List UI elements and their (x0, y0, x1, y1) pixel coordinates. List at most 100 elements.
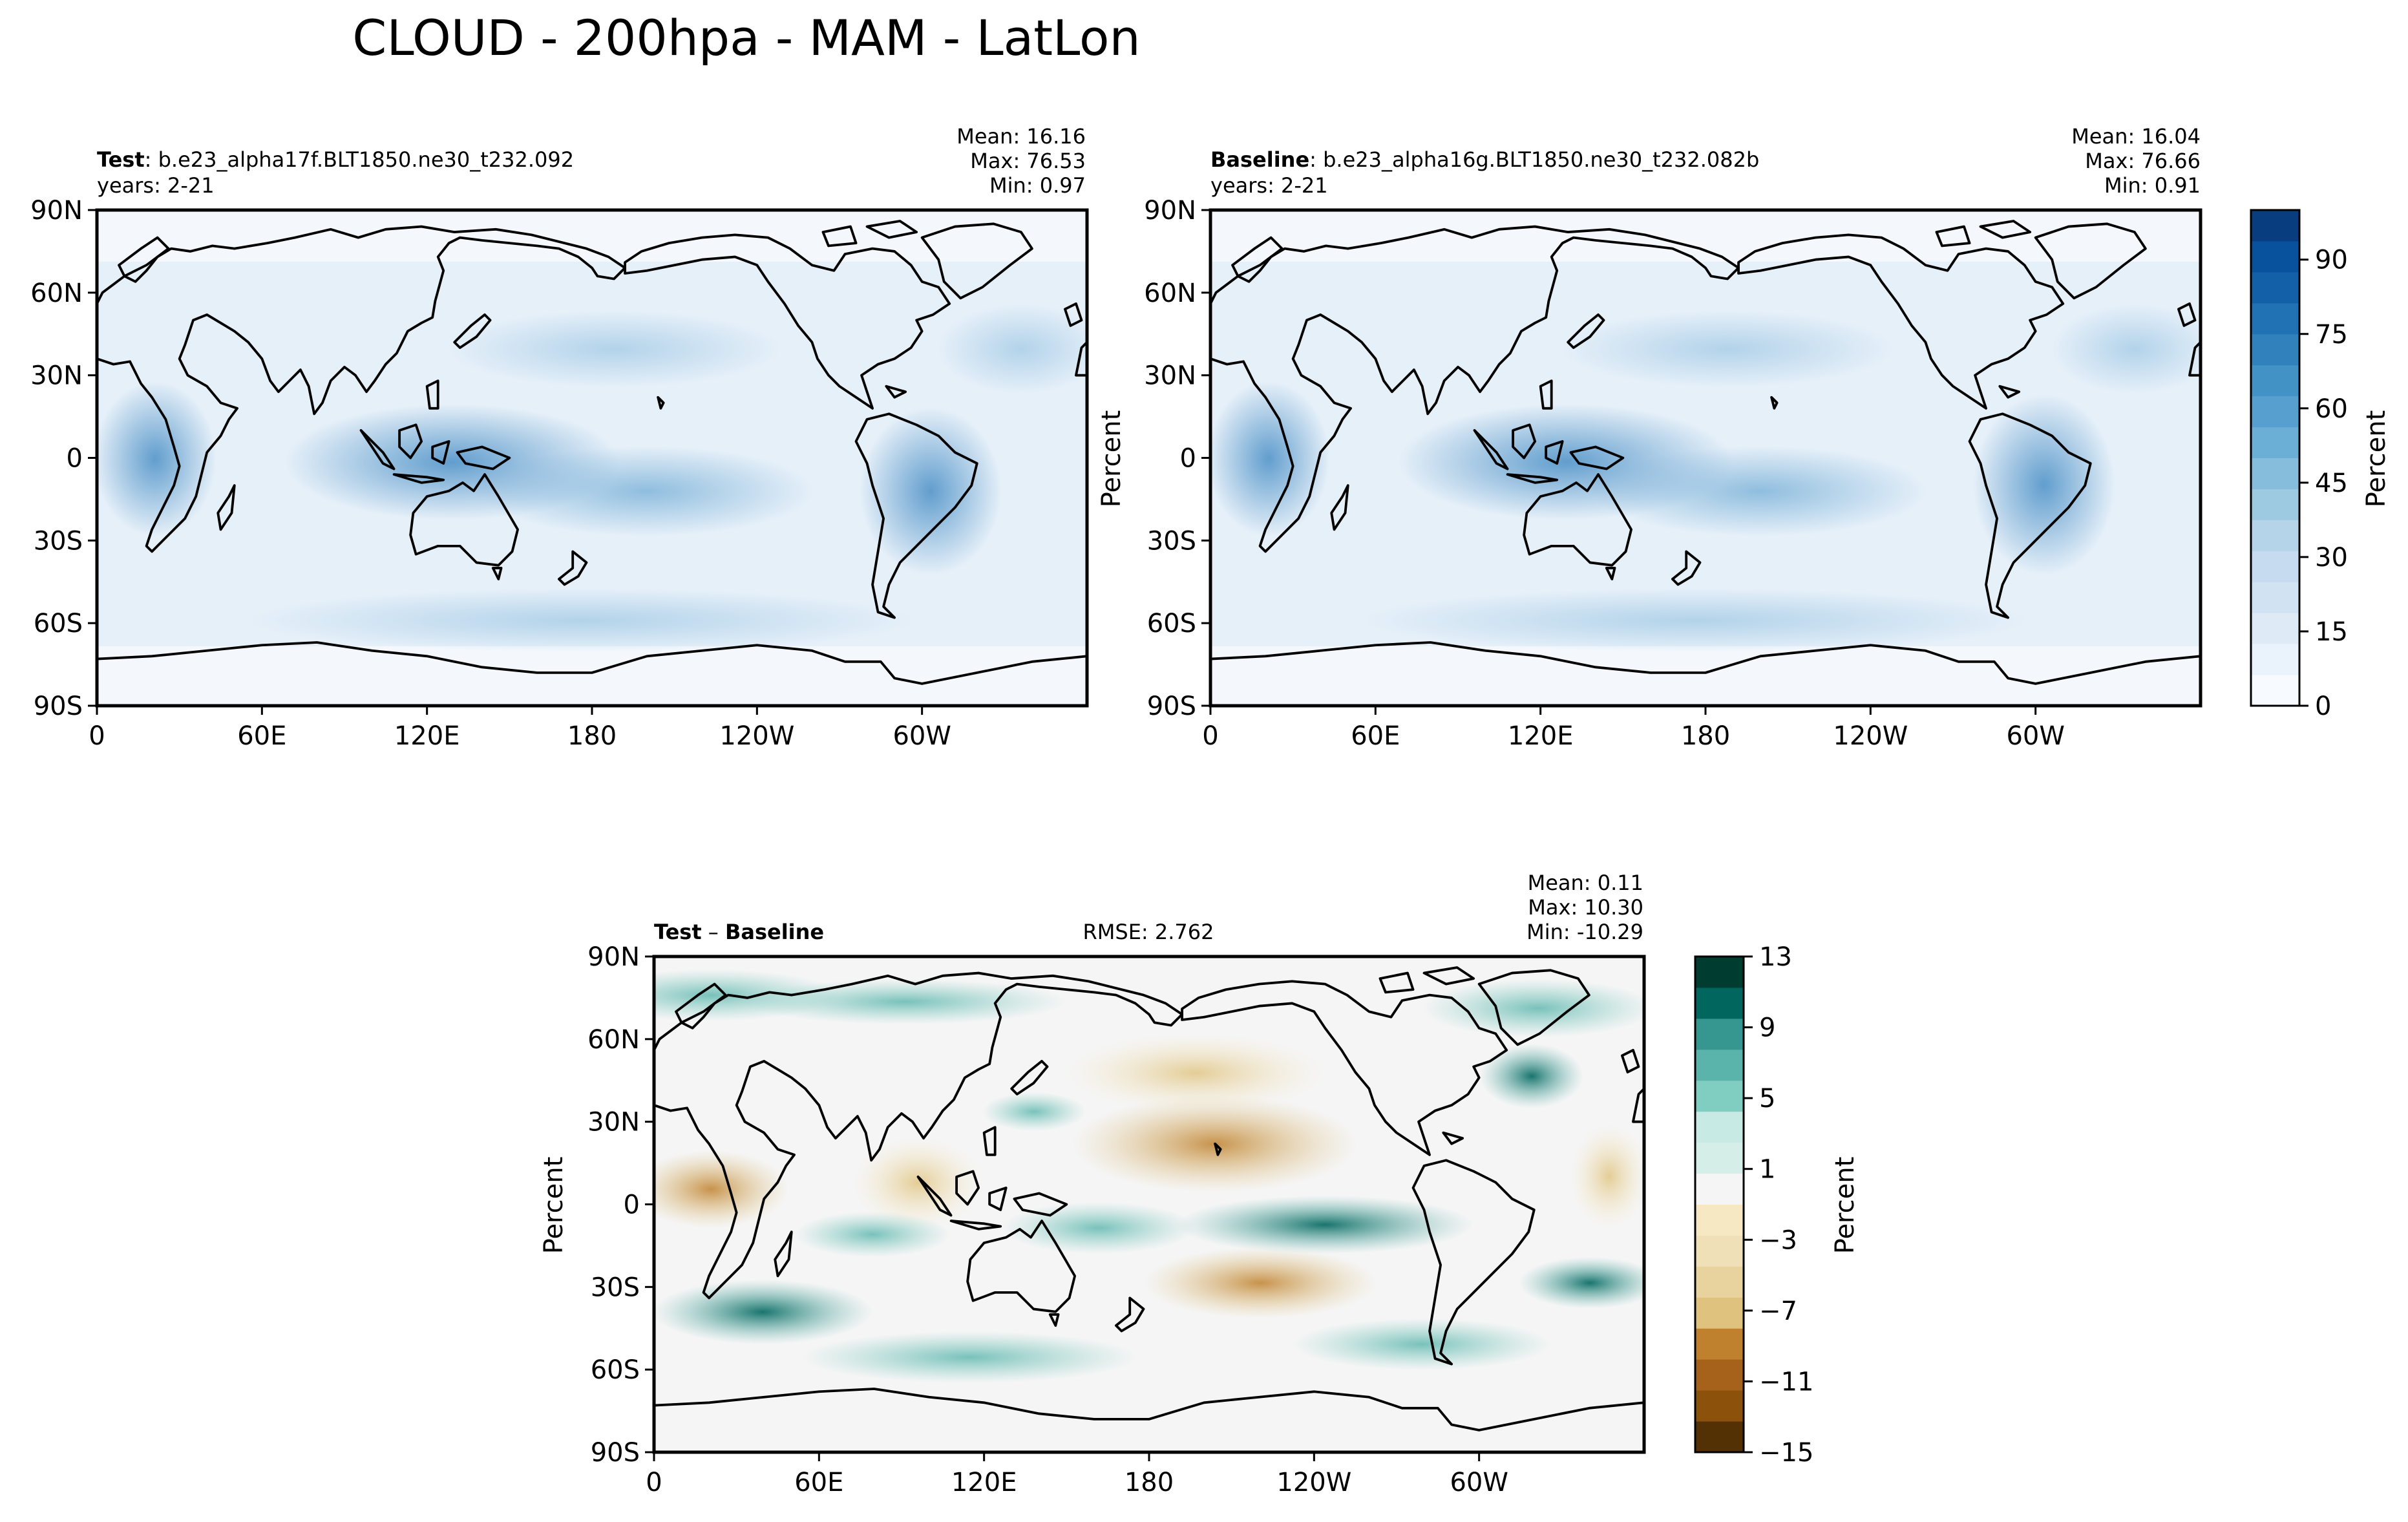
abs-colorbar-label: Percent (2361, 410, 2391, 508)
colorbar-level (2251, 458, 2299, 489)
y-tick-label: 90S (1147, 692, 1196, 721)
x-tick-label: 0 (1202, 721, 1218, 751)
diff-colorbar: −15 −11 −7 −3 1 5 9 13 Percent (1694, 942, 1860, 1468)
colorbar-level (1695, 1018, 1744, 1050)
colorbar-tick-label: 9 (1759, 1013, 1775, 1043)
x-tick-label: 120E (394, 721, 460, 751)
colorbar-level (1695, 1390, 1744, 1422)
colorbar-level (1695, 957, 1744, 988)
diff-panel: Test – Baseline RMSE: 2.762 Mean: 0.11 M… (539, 871, 1646, 1497)
colorbar-level (1695, 1080, 1744, 1112)
abs-colorbar-ticks: 0 15 30 45 60 75 90 (2299, 246, 2348, 721)
test-max: Max: 76.53 (970, 149, 1086, 173)
colorbar-level (1695, 1359, 1744, 1391)
y-tick-label: 30N (30, 361, 83, 391)
colorbar-level (2251, 551, 2299, 582)
x-tick-label: 60E (794, 1468, 843, 1497)
x-tick-label: 180 (567, 721, 617, 751)
diff-rmse: RMSE: 2.762 (1083, 920, 1214, 944)
y-tick-label: 30S (34, 526, 83, 556)
colorbar-tick-label: −3 (1759, 1225, 1797, 1255)
colorbar-level (2251, 675, 2299, 706)
colorbar-level (1695, 987, 1744, 1019)
diff-max: Max: 10.30 (1528, 895, 1643, 920)
colorbar-level (1695, 1235, 1744, 1267)
colorbar-level (1695, 1049, 1744, 1081)
colorbar-tick-label: 45 (2315, 469, 2348, 498)
y-tick-label: 90N (30, 196, 83, 226)
test-axes: 0 60E 120E 180 120W 60W 90N 60N 30N 0 30S 60S 90S (30, 196, 951, 751)
colorbar-tick-label: 30 (2315, 543, 2348, 573)
colorbar-level (1695, 1297, 1744, 1329)
diff-mean: Mean: 0.11 (1528, 871, 1643, 895)
baseline-min: Min: 0.91 (2104, 173, 2201, 198)
colorbar-tick-label: 5 (1759, 1084, 1775, 1114)
colorbar-level (2251, 333, 2299, 366)
diff-colorbar-blocks (1695, 957, 1744, 1453)
y-tick-label: 60N (587, 1025, 640, 1055)
y-tick-label: 60N (1144, 279, 1196, 308)
y-tick-label: 30N (587, 1108, 640, 1137)
x-tick-label: 60W (1450, 1468, 1508, 1497)
diff-min: Min: -10.29 (1526, 920, 1643, 944)
abs-colorbar-blocks (2251, 210, 2299, 706)
baseline-ylabel: Percent (1097, 410, 1126, 508)
x-tick-label: 120W (719, 721, 794, 751)
baseline-max: Max: 76.66 (2085, 149, 2201, 173)
colorbar-level (1695, 1111, 1744, 1143)
colorbar-level (2251, 365, 2299, 397)
colorbar-level (1695, 1266, 1744, 1298)
baseline-map-field (1210, 210, 2201, 706)
y-tick-label: 60S (1147, 609, 1196, 639)
x-tick-label: 120E (1508, 721, 1574, 751)
test-mean: Mean: 16.16 (956, 124, 1086, 149)
test-years: years: 2-21 (97, 173, 215, 198)
x-tick-label: 60E (237, 721, 286, 751)
diff-colorbar-label: Percent (1830, 1157, 1860, 1254)
test-label: Test: b.e23_alpha17f.BLT1850.ne30_t232.0… (97, 147, 574, 172)
y-tick-label: 0 (624, 1190, 640, 1220)
test-map-field (97, 210, 1087, 706)
baseline-axes: 0 60E 120E 180 120W 60W 90N 60N 30N 0 30S 60S 90S (1144, 196, 2065, 751)
x-tick-label: 120W (1276, 1468, 1351, 1497)
diff-map-field (654, 957, 1644, 1452)
colorbar-tick-label: 15 (2315, 617, 2348, 647)
diff-label: Test – Baseline (654, 920, 824, 944)
y-tick-label: 0 (67, 444, 83, 474)
baseline-panel: Baseline: b.e23_alpha16g.BLT1850.ne30_t2… (1097, 124, 2202, 751)
colorbar-level (2251, 271, 2299, 304)
diff-colorbar-ticks: −15 −11 −7 −3 1 5 9 13 (1744, 942, 1813, 1468)
y-tick-label: 30S (591, 1273, 640, 1302)
colorbar-level (2251, 520, 2299, 551)
x-tick-label: 0 (89, 721, 105, 751)
colorbar-level (2251, 396, 2299, 428)
y-tick-label: 60S (591, 1355, 640, 1385)
colorbar-tick-label: 75 (2315, 320, 2348, 350)
baseline-years: years: 2-21 (1210, 173, 1328, 198)
colorbar-tick-label: −7 (1759, 1296, 1797, 1326)
y-tick-label: 90N (1144, 196, 1196, 226)
colorbar-level (1695, 1173, 1744, 1205)
y-tick-label: 60S (34, 609, 83, 639)
colorbar-level (1695, 1142, 1744, 1174)
test-min: Min: 0.97 (989, 173, 1086, 198)
colorbar-level (2251, 582, 2299, 613)
diff-ylabel: Percent (539, 1157, 569, 1254)
x-tick-label: 60W (892, 721, 951, 751)
test-panel: Test: b.e23_alpha17f.BLT1850.ne30_t232.0… (30, 124, 1089, 751)
x-tick-label: 60E (1351, 721, 1400, 751)
colorbar-tick-label: 90 (2315, 246, 2348, 275)
colorbar-level (1695, 1204, 1744, 1236)
x-tick-label: 60W (2006, 721, 2064, 751)
diff-axes: 0 60E 120E 180 120W 60W 90N 60N 30N 0 30S 60S 90S (587, 942, 1508, 1497)
y-tick-label: 30S (1147, 526, 1196, 556)
figure-title: CLOUD - 200hpa - MAM - LatLon (352, 9, 1140, 67)
y-tick-label: 0 (1180, 444, 1196, 474)
colorbar-tick-label: 1 (1759, 1155, 1775, 1185)
colorbar-tick-label: 13 (1759, 942, 1792, 972)
colorbar-tick-label: 0 (2315, 692, 2331, 721)
colorbar-level (2251, 613, 2299, 644)
colorbar-level (2251, 302, 2299, 335)
x-tick-label: 180 (1681, 721, 1730, 751)
